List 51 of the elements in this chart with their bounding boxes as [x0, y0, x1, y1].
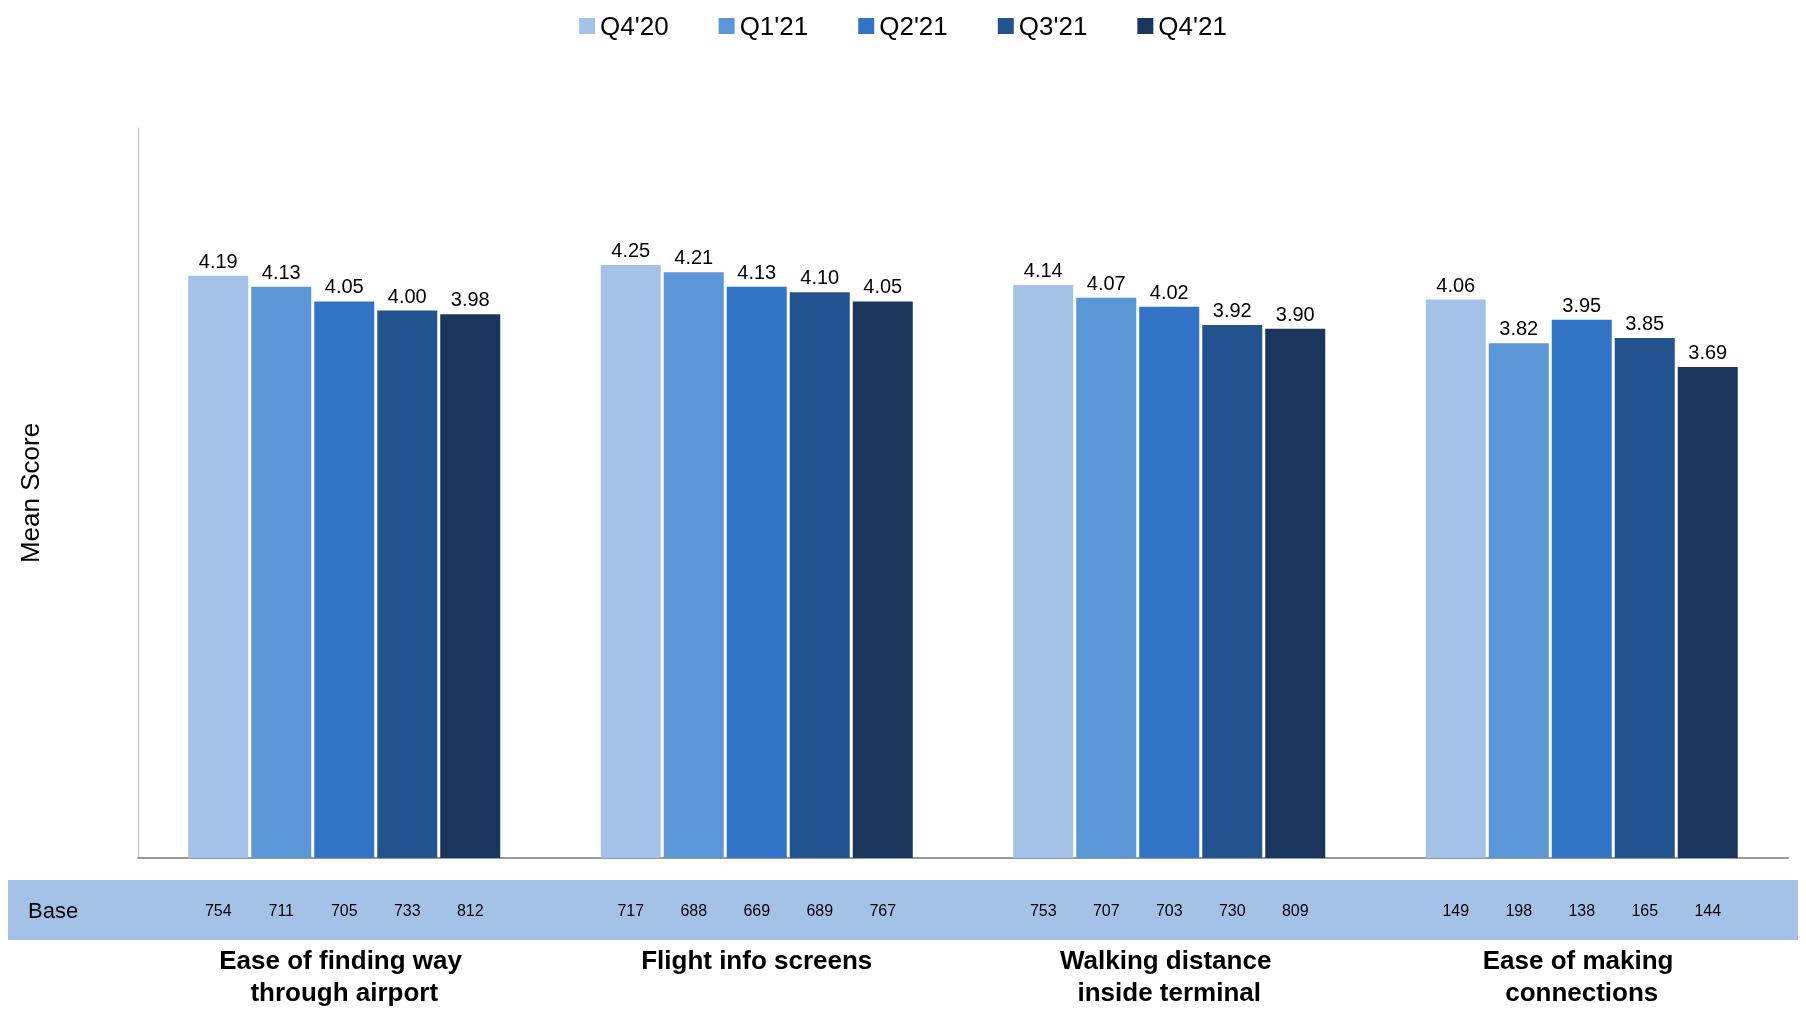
text: 767 — [869, 901, 897, 919]
text: 754 — [204, 901, 232, 919]
data-label: 3.98 — [450, 288, 490, 311]
text: 703 — [1155, 901, 1183, 919]
data-label: 3.69 — [1688, 341, 1728, 364]
data-label: 4.06 — [1436, 273, 1476, 296]
data-label: 4.10 — [800, 266, 840, 289]
text: 711 — [268, 901, 295, 919]
legend-label: Q4'20 — [600, 11, 669, 41]
text: 165 — [1631, 901, 1659, 919]
text: 753 — [1029, 901, 1057, 919]
x-tick-label: Walking distance inside terminal — [1059, 945, 1279, 1007]
data-label: 4.25 — [611, 238, 651, 261]
data-label: 3.92 — [1212, 299, 1252, 322]
text: Base — [28, 897, 79, 923]
text: 730 — [1218, 901, 1246, 919]
text: 717 — [617, 901, 645, 919]
legend-label: Q1'21 — [739, 11, 809, 41]
text: 669 — [743, 901, 771, 919]
x-tick-label: Flight info screens — [641, 945, 873, 975]
x-tick-label: Ease of finding way through airport — [219, 945, 470, 1007]
text: 138 — [1568, 901, 1596, 919]
text: 809 — [1281, 901, 1309, 919]
data-label: 4.19 — [198, 249, 238, 272]
text: 689 — [806, 901, 834, 919]
data-label: 4.14 — [1023, 258, 1063, 281]
text: 733 — [393, 901, 421, 919]
data-label: 4.21 — [674, 246, 714, 269]
data-label: 3.95 — [1562, 293, 1602, 316]
data-label: 4.02 — [1149, 280, 1189, 303]
x-tick-label: Ease of making connections — [1482, 945, 1681, 1007]
y-axis-title: Mean Score — [15, 422, 45, 564]
text: 812 — [456, 901, 484, 919]
data-label: 3.90 — [1275, 302, 1315, 325]
data-label: 4.07 — [1086, 271, 1126, 294]
legend-label: Q2'21 — [879, 11, 948, 41]
data-label: 4.13 — [737, 260, 777, 283]
data-label: 3.82 — [1499, 317, 1539, 340]
legend-label: Q4'21 — [1158, 11, 1227, 41]
data-label: 4.05 — [863, 275, 903, 298]
data-label: 4.00 — [387, 284, 427, 307]
data-label: 4.13 — [261, 260, 301, 283]
data-label: 3.85 — [1625, 311, 1665, 334]
data-label: 4.05 — [324, 275, 364, 298]
legend-label: Q3'21 — [1018, 11, 1088, 41]
text: 705 — [330, 901, 358, 919]
text: 149 — [1442, 901, 1470, 919]
text: 144 — [1694, 901, 1722, 919]
text: 198 — [1505, 901, 1533, 919]
text: 707 — [1092, 901, 1120, 919]
text: 688 — [680, 901, 708, 919]
